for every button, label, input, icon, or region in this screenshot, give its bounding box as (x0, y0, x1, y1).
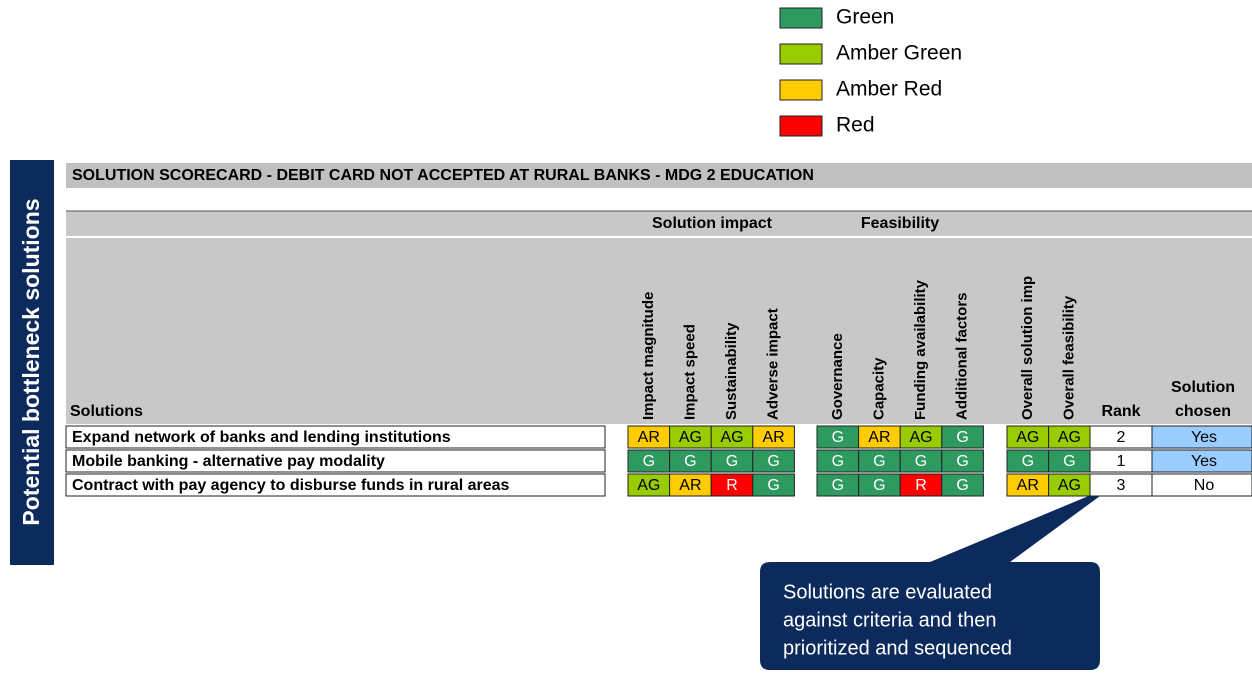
side-bar (10, 160, 54, 565)
callout (760, 485, 1115, 670)
column-header: Adverse impact (765, 308, 782, 420)
rating: R (915, 477, 927, 494)
row-name: Mobile banking - alternative pay modalit… (72, 453, 385, 470)
rating: AR (638, 429, 660, 446)
rating: G (684, 453, 696, 470)
rating: G (873, 477, 885, 494)
rating: G (956, 477, 968, 494)
rating: G (643, 453, 655, 470)
rating: G (767, 477, 779, 494)
rating-cell (941, 473, 984, 497)
rank: 2 (1117, 429, 1126, 446)
row-name-cell (65, 425, 606, 449)
column-header-bar (66, 238, 1252, 424)
column-header: Capacity (870, 357, 887, 420)
rating: AG (1058, 477, 1081, 494)
chosen-cell (1151, 473, 1252, 497)
rating-cell (941, 449, 984, 473)
title-bar (66, 163, 1252, 188)
rating: G (1022, 453, 1034, 470)
chosen: Yes (1191, 429, 1217, 446)
rating: AG (720, 429, 743, 446)
rating: AG (637, 477, 660, 494)
rank: 1 (1117, 453, 1126, 470)
row-name: Contract with pay agency to disburse fun… (72, 477, 510, 494)
rating: AG (679, 429, 702, 446)
row-name-cell (65, 449, 606, 473)
legend-label: Green (836, 6, 894, 29)
callout-text: Solutions are evaluated (783, 581, 992, 603)
legend-swatch (779, 43, 823, 65)
column-header: Funding availability (912, 279, 929, 420)
rating: AR (762, 429, 784, 446)
column-header: Impact magnitude (640, 292, 657, 420)
rating-cell (752, 449, 795, 473)
column-header: Sustainability (723, 322, 740, 420)
rating: G (915, 453, 927, 470)
column-header: Rank (1101, 403, 1140, 420)
legend-swatch (779, 79, 823, 101)
legend-label: Amber Red (836, 78, 942, 101)
group-header: Feasibility (861, 215, 939, 232)
column-header: chosen (1175, 403, 1231, 420)
rating: G (873, 453, 885, 470)
rating: G (956, 429, 968, 446)
column-header: Overall feasibility (1060, 295, 1077, 420)
column-header: Solution (1171, 379, 1235, 396)
chosen-cell (1151, 449, 1252, 473)
rating: AR (868, 429, 890, 446)
rating: G (832, 453, 844, 470)
column-header: Solutions (70, 403, 143, 420)
rating: AR (679, 477, 701, 494)
column-header: Additional factors (954, 292, 971, 420)
chosen: Yes (1191, 453, 1217, 470)
chosen-cell (1151, 425, 1252, 449)
legend-swatch (779, 7, 823, 29)
column-header: Governance (829, 333, 846, 420)
row-name-cell (65, 473, 606, 497)
rating: G (767, 453, 779, 470)
chosen: No (1194, 477, 1215, 494)
rating: AG (1016, 429, 1039, 446)
rating: R (726, 477, 738, 494)
rating-cell (752, 473, 795, 497)
side-label: Potential bottleneck solutions (18, 198, 44, 525)
rating: AR (1017, 477, 1039, 494)
legend-label: Amber Green (836, 42, 962, 65)
row-name: Expand network of banks and lending inst… (72, 429, 451, 446)
legend-swatch (779, 115, 823, 137)
rating: G (956, 453, 968, 470)
rank: 3 (1117, 477, 1126, 494)
callout-text: prioritized and sequenced (783, 637, 1012, 659)
rating-cell (752, 425, 795, 449)
rating: G (1063, 453, 1075, 470)
rating: G (726, 453, 738, 470)
column-header: Overall solution imp (1019, 276, 1036, 420)
group-header: Solution impact (652, 215, 773, 232)
callout-text: against criteria and then (783, 609, 996, 631)
rating: G (832, 429, 844, 446)
column-header: Impact speed (681, 324, 698, 420)
group-header-bar (66, 211, 1252, 236)
rating: AG (909, 429, 932, 446)
legend-label: Red (836, 114, 875, 137)
rating-cell (941, 425, 984, 449)
rating: AG (1058, 429, 1081, 446)
rating: G (832, 477, 844, 494)
title: SOLUTION SCORECARD - DEBIT CARD NOT ACCE… (72, 167, 814, 184)
